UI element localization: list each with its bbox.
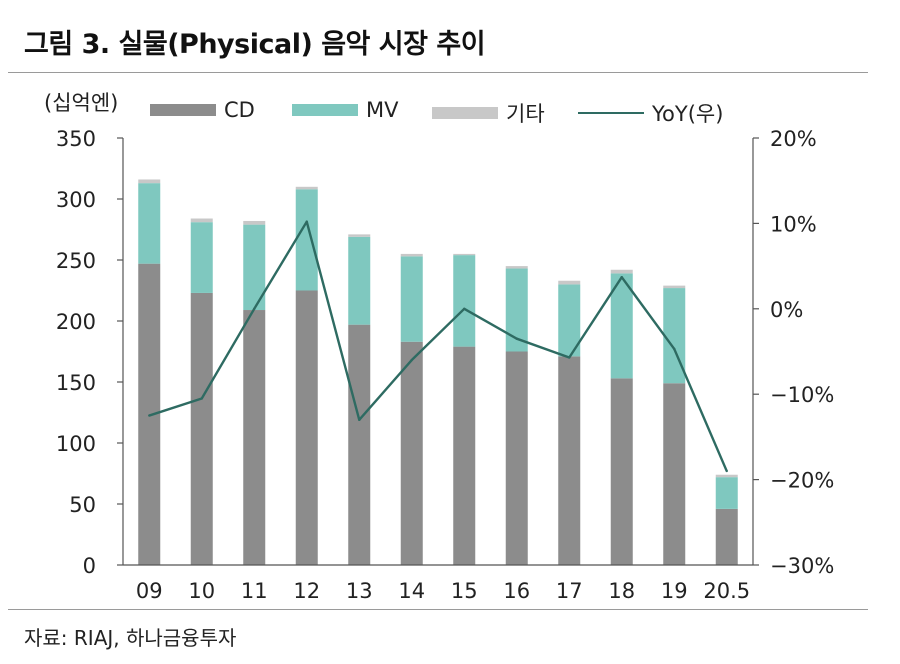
source-note: 자료: RIAJ, 하나금융투자: [24, 626, 237, 650]
bar-mv-20.5: [715, 477, 738, 509]
x-tick-label: 20.5: [703, 579, 750, 603]
legend-swatch-yoy: [578, 112, 644, 114]
bar-mv-17: [558, 284, 581, 357]
yoy-point-19: [673, 347, 676, 351]
chart-title: 그림 3. 실물(Physical) 음악 시장 추이: [24, 29, 486, 60]
bar-mv-16: [505, 268, 528, 352]
bar-cd-12: [295, 290, 318, 565]
bar-기타-09: [138, 179, 161, 184]
bar-기타-19: [663, 285, 686, 289]
yoy-point-10: [200, 397, 203, 400]
bar-기타-18: [610, 269, 633, 274]
legend: CD MV 기타 YoY(우): [0, 98, 900, 128]
x-tick-label: 13: [346, 579, 373, 603]
bar-기타-16: [505, 266, 528, 269]
top-divider: [8, 72, 868, 73]
legend-item-cd: CD: [150, 98, 255, 122]
legend-item-mv: MV: [292, 98, 398, 122]
bar-mv-10: [190, 222, 213, 293]
yoy-point-18: [620, 276, 623, 279]
bar-기타-17: [558, 280, 581, 285]
bar-cd-13: [348, 324, 371, 565]
legend-swatch-etc: [432, 107, 498, 119]
bar-cd-19: [663, 383, 686, 565]
left-tick-label: 100: [56, 432, 96, 456]
legend-item-yoy: YoY(우): [578, 98, 723, 128]
yoy-point-13: [358, 418, 361, 422]
right-tick-label: 0%: [770, 298, 803, 322]
yoy-line-layer: [148, 220, 728, 473]
yoy-point-15: [463, 307, 466, 310]
bottom-divider: [8, 609, 868, 610]
legend-swatch-cd: [150, 104, 216, 116]
bar-cd-15: [453, 346, 476, 565]
legend-label-etc: 기타: [506, 102, 545, 126]
legend-label-cd: CD: [224, 98, 255, 122]
yoy-line: [148, 220, 728, 472]
bar-mv-13: [348, 236, 371, 325]
x-tick-label: 16: [503, 579, 530, 603]
right-tick-label: −30%: [770, 554, 834, 578]
x-tick-label: 18: [608, 579, 635, 603]
x-tick-label: 12: [293, 579, 320, 603]
left-tick-label: 250: [56, 249, 96, 273]
yoy-point-09: [148, 414, 151, 417]
bar-mv-09: [138, 183, 161, 264]
x-tick-label: 09: [136, 579, 163, 603]
bar-mv-14: [400, 256, 423, 342]
left-tick-label: 150: [56, 371, 96, 395]
bar-cd-10: [190, 292, 213, 565]
x-tick-label: 11: [241, 579, 268, 603]
legend-swatch-mv: [292, 104, 358, 116]
yoy-point-17: [568, 356, 571, 359]
left-axis-unit: (십억엔): [44, 91, 119, 115]
left-tick-label: 0: [83, 554, 96, 578]
bar-cd-14: [400, 341, 423, 565]
right-tick-label: 20%: [770, 127, 817, 151]
x-tick-label: 14: [398, 579, 425, 603]
bar-기타-13: [348, 234, 371, 237]
left-tick-label: 50: [69, 493, 96, 517]
bar-mv-12: [295, 189, 318, 291]
bar-cd-17: [558, 356, 581, 565]
legend-item-etc: 기타: [432, 98, 545, 128]
bar-mv-11: [243, 224, 266, 311]
bar-layer: [138, 179, 738, 565]
left-tick-label: 350: [56, 127, 96, 151]
right-tick-label: −10%: [770, 383, 834, 407]
axis-layer: 0 50 100 150 200 250 300 350 −30% −20% −10% 0% 10% 20…: [56, 127, 834, 603]
bar-cd-11: [243, 310, 266, 565]
yoy-point-14: [410, 358, 413, 362]
bar-기타-11: [243, 220, 266, 225]
bar-cd-16: [505, 351, 528, 565]
bar-기타-10: [190, 218, 213, 223]
bar-기타-14: [400, 253, 423, 257]
bar-기타-15: [453, 253, 476, 256]
bar-mv-18: [610, 273, 633, 379]
x-tick-label: 10: [188, 579, 215, 603]
legend-label-mv: MV: [366, 98, 399, 122]
bar-cd-20.5: [715, 508, 738, 565]
right-tick-label: 10%: [770, 212, 817, 236]
bar-cd-18: [610, 378, 633, 565]
x-tick-label: 17: [556, 579, 583, 603]
legend-label-yoy: YoY(우): [652, 102, 724, 126]
bar-기타-12: [295, 186, 318, 190]
left-tick-label: 200: [56, 310, 96, 334]
right-tick-label: −20%: [770, 469, 834, 493]
x-tick-label: 15: [451, 579, 478, 603]
yoy-point-12: [305, 220, 308, 223]
bar-mv-15: [453, 255, 476, 347]
yoy-point-20.5: [725, 469, 728, 473]
yoy-point-11: [253, 307, 256, 310]
yoy-point-16: [515, 337, 518, 340]
left-tick-label: 300: [56, 188, 96, 212]
bar-기타-20.5: [715, 474, 738, 478]
x-tick-label: 19: [661, 579, 688, 603]
